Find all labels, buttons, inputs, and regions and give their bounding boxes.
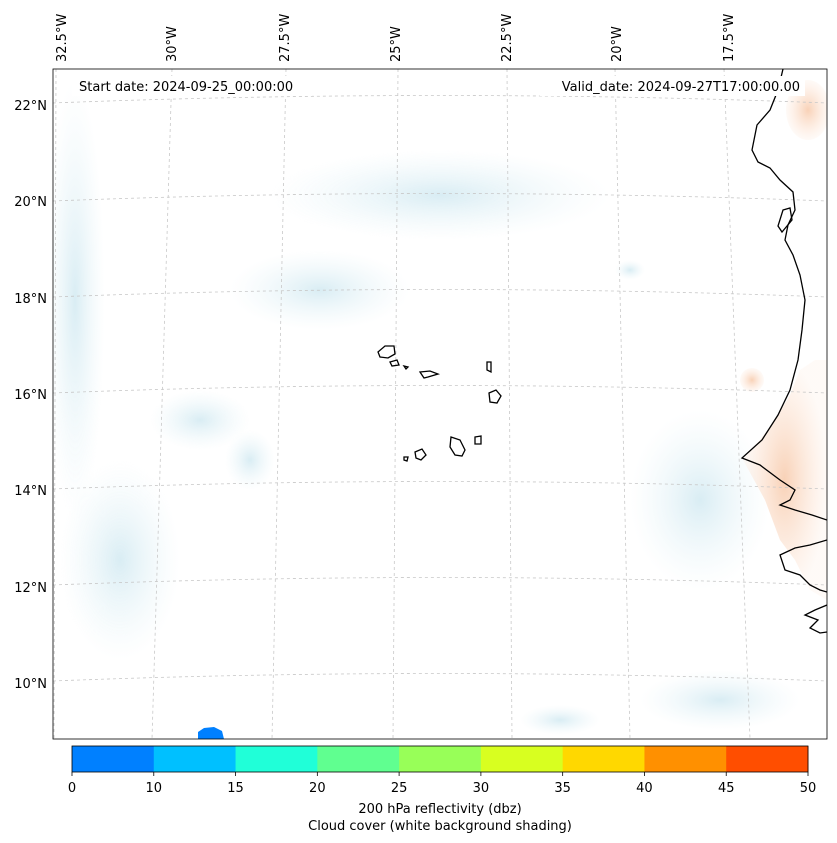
lat-label-22n: 22°N xyxy=(14,99,47,114)
colorbar-tick-label: 0 xyxy=(68,781,76,796)
lon-label-25w: 25°W xyxy=(389,26,404,62)
latitude-labels: 22°N 20°N 18°N 16°N 14°N 12°N 10°N xyxy=(14,99,47,692)
island-maio xyxy=(474,435,482,445)
island-sao-nicolau xyxy=(418,370,441,379)
start-date-label: Start date: 2024-09-25_00:00:00 xyxy=(79,80,293,95)
colorbar-label-line1: 200 hPa reflectivity (dbz) xyxy=(358,802,521,817)
valid-date-label: Valid_date: 2024-09-27T17:00:00.00 xyxy=(562,80,800,95)
colorbar-cell-6 xyxy=(562,746,645,772)
colorbar-cell-5 xyxy=(480,746,564,772)
lat-label-18n: 18°N xyxy=(14,292,47,307)
lon-label-32-5w: 32.5°W xyxy=(55,14,70,62)
start-date-box xyxy=(72,76,312,96)
colorbar: 0 10 15 20 25 30 35 40 45 50 200 hPa reflectivity… xyxy=(68,745,816,834)
banc-arguin-coastline xyxy=(777,207,793,234)
island-boa-vista xyxy=(488,389,502,404)
colorbar-cell-1 xyxy=(153,746,237,772)
map-border xyxy=(52,68,828,740)
colorbar-tick-label: 15 xyxy=(227,781,244,796)
island-santiago xyxy=(449,436,466,457)
bissau-coastline xyxy=(803,604,827,634)
gridlines xyxy=(53,69,827,739)
colorbar-tick-label: 35 xyxy=(554,781,571,796)
colorbar-cell-0 xyxy=(72,746,155,772)
colorbar-tick-label: 45 xyxy=(718,781,735,796)
colorbar-cell-2 xyxy=(235,746,318,772)
colorbar-tick-label: 20 xyxy=(309,781,326,796)
guinea-coastline xyxy=(779,539,827,593)
island-santo-antao xyxy=(377,345,396,359)
cape-verde-islands xyxy=(377,345,502,462)
colorbar-cells xyxy=(72,746,809,772)
colorbar-cell-7 xyxy=(644,746,727,772)
island-sal xyxy=(486,361,492,374)
lon-label-30w: 30°W xyxy=(165,26,180,62)
island-sao-vicente xyxy=(389,359,400,367)
colorbar-tick-label: 40 xyxy=(636,781,653,796)
reflectivity-patch xyxy=(198,727,224,739)
lat-label-10n: 10°N xyxy=(14,677,47,692)
lon-label-17-5w: 17.5°W xyxy=(722,14,737,62)
colorbar-cell-3 xyxy=(317,746,400,772)
colorbar-cell-4 xyxy=(399,746,482,772)
island-fogo xyxy=(414,448,427,461)
longitude-labels: 32.5°W 30°W 27.5°W 25°W 22.5°W 20°W 17.5… xyxy=(55,14,737,62)
lat-label-20n: 20°N xyxy=(14,195,47,210)
valid-date-box xyxy=(540,76,805,96)
lat-label-16n: 16°N xyxy=(14,388,47,403)
colorbar-tick-label: 30 xyxy=(473,781,490,796)
lon-label-22-5w: 22.5°W xyxy=(500,14,515,62)
colorbar-tick-label: 50 xyxy=(800,781,817,796)
map-area xyxy=(53,69,827,739)
colorbar-cell-8 xyxy=(726,746,809,772)
lon-label-20w: 20°W xyxy=(610,26,625,62)
lat-label-14n: 14°N xyxy=(14,484,47,499)
colorbar-label-line2: Cloud cover (white background shading) xyxy=(308,819,572,834)
colorbar-tick-label: 25 xyxy=(391,781,408,796)
island-brava xyxy=(403,456,409,462)
colorbar-border xyxy=(71,745,809,773)
colorbar-tick-label: 10 xyxy=(146,781,163,796)
lat-label-12n: 12°N xyxy=(14,581,47,596)
lon-label-27-5w: 27.5°W xyxy=(278,14,293,62)
island-santa-luzia xyxy=(402,364,410,371)
cloud-cover-shading xyxy=(53,80,800,735)
africa-coastline xyxy=(740,69,827,521)
colorbar-ticks: 0 10 15 20 25 30 35 40 45 50 xyxy=(68,772,816,796)
